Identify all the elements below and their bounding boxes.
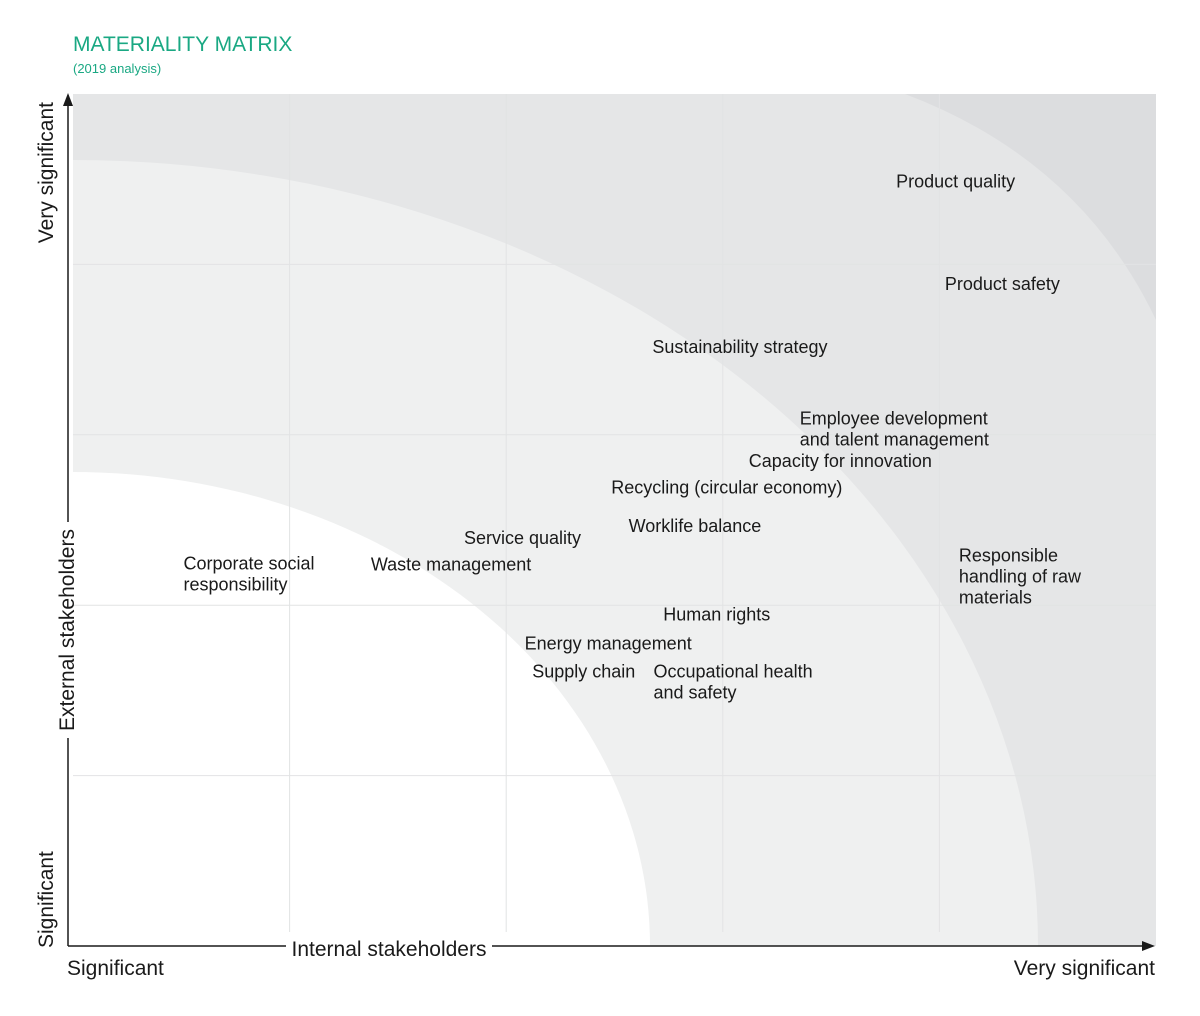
topic-label: Worklife balance <box>629 516 762 536</box>
topic-label: Employee development and talent managemen… <box>800 409 989 450</box>
topic-label-line: Waste management <box>371 554 531 574</box>
topic-label: Waste management <box>371 554 531 574</box>
topic-label-line: materials <box>959 588 1032 608</box>
topic-label: Occupational health and safety <box>653 662 812 703</box>
topic-label-line: Occupational health <box>653 662 812 682</box>
topic-labels: Product quality Product safety Sustainabil… <box>183 172 1082 703</box>
x-axis-max-label: Very significant <box>1014 957 1155 980</box>
topic-label: Responsible handling of raw materials <box>959 546 1082 608</box>
gridlines <box>73 94 1156 932</box>
topic-label: Recycling (circular economy) <box>611 478 842 498</box>
topic-label: Human rights <box>663 605 770 625</box>
topic-label-line: responsibility <box>183 574 287 594</box>
topic-label-line: handling of raw <box>959 567 1082 587</box>
topic-label-line: Product quality <box>896 172 1015 192</box>
topic-label-line: Worklife balance <box>629 516 762 536</box>
x-axis-title: Internal stakeholders <box>292 938 487 961</box>
zone-top <box>905 94 1156 320</box>
topic-label: Energy management <box>525 634 692 654</box>
y-axis-arrow-icon <box>63 93 73 106</box>
topic-label-line: and talent management <box>800 430 989 450</box>
topic-label-line: Responsible <box>959 546 1058 566</box>
topic-label: Product safety <box>945 274 1060 294</box>
topic-label-line: Energy management <box>525 634 692 654</box>
topic-label-line: Recycling (circular economy) <box>611 478 842 498</box>
topic-label-line: Sustainability strategy <box>652 337 827 357</box>
chart-title: MATERIALITY MATRIX <box>73 33 293 56</box>
topic-label: Capacity for innovation <box>749 451 932 471</box>
topic-label-line: Human rights <box>663 605 770 625</box>
topic-label-line: Capacity for innovation <box>749 451 932 471</box>
topic-label-line: Employee development <box>800 409 988 429</box>
y-axis-title: External stakeholders <box>56 529 79 731</box>
topic-label-line: Corporate social <box>183 553 314 573</box>
topic-label-line: and safety <box>653 683 736 703</box>
axes <box>63 93 1155 951</box>
y-axis-min-label: Significant <box>35 851 58 948</box>
x-axis-arrow-icon <box>1142 941 1155 951</box>
topic-label: Corporate social responsibility <box>183 553 314 594</box>
y-axis-max-label: Very significant <box>35 102 58 243</box>
chart-subtitle: (2019 analysis) <box>73 61 162 76</box>
topic-label: Supply chain <box>532 662 635 682</box>
topic-label: Sustainability strategy <box>652 337 827 357</box>
topic-label-line: Product safety <box>945 274 1060 294</box>
topic-label: Service quality <box>464 528 581 548</box>
topic-label: Product quality <box>896 172 1015 192</box>
x-axis-min-label: Significant <box>67 957 164 980</box>
topic-label-line: Service quality <box>464 528 581 548</box>
topic-label-line: Supply chain <box>532 662 635 682</box>
